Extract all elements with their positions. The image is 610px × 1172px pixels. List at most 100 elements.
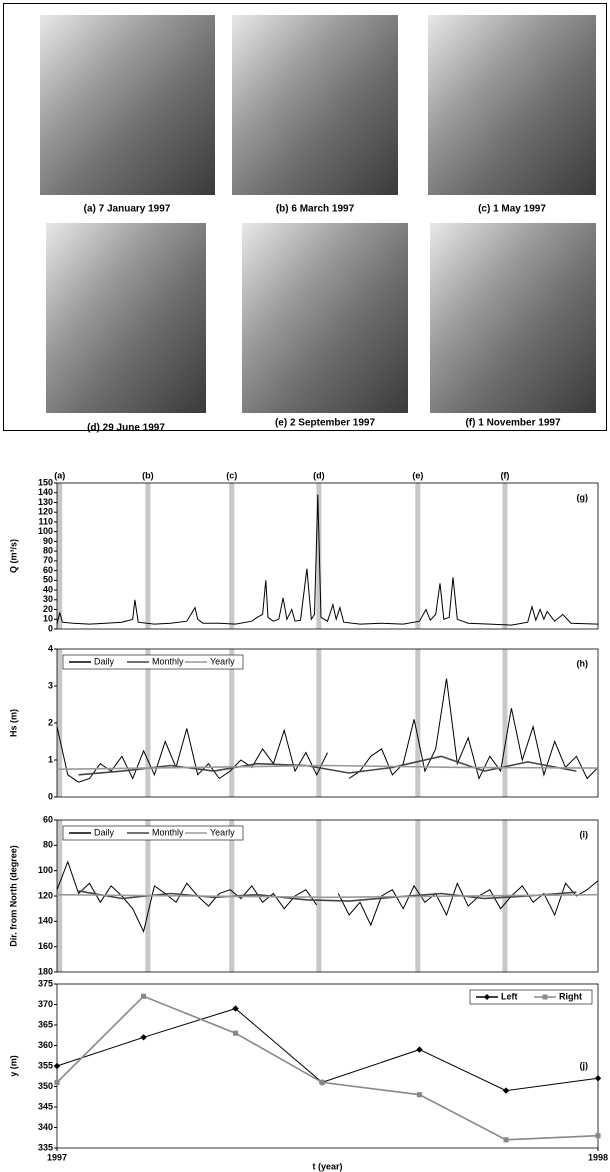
panel-label: (i) — [580, 829, 589, 839]
panel-label: (g) — [577, 492, 589, 502]
x-tick-label: 1997 — [47, 1152, 67, 1162]
y-tick-label: 90 — [43, 536, 53, 546]
series-line — [56, 1008, 599, 1092]
y-tick-label: 350 — [38, 1081, 53, 1091]
y-tick-label: 140 — [38, 916, 53, 926]
legend-box — [62, 825, 244, 841]
event-bar — [57, 483, 63, 629]
series-line — [56, 678, 599, 783]
y-tick-label: 110 — [38, 516, 53, 526]
point — [141, 993, 147, 999]
photo — [46, 223, 206, 413]
legend-box — [469, 989, 593, 1005]
y-axis-title: Dir. from North (degree) — [8, 845, 18, 947]
y-tick-label: 0 — [48, 791, 53, 801]
point — [502, 1087, 510, 1094]
event-bar — [316, 820, 322, 972]
point — [53, 1062, 61, 1070]
event-label: (c) — [226, 470, 237, 480]
legend-label: Daily — [94, 656, 115, 666]
legend-label: Monthly — [152, 656, 184, 666]
event-bar — [145, 649, 151, 797]
panel-label: (h) — [577, 658, 589, 668]
y-tick-label: 60 — [43, 565, 53, 575]
series-line — [56, 494, 599, 626]
y-tick-label: 70 — [43, 555, 53, 565]
event-bar — [415, 483, 421, 629]
point — [319, 1079, 325, 1085]
y-tick-label: 100 — [38, 526, 53, 536]
photo — [428, 15, 596, 195]
y-axis-title: Hs (m) — [8, 709, 18, 737]
event-bar — [316, 649, 322, 797]
photo — [430, 223, 596, 413]
y-tick-label: 355 — [38, 1060, 53, 1070]
point — [140, 1034, 147, 1041]
x-tick-label: 1998 — [588, 1152, 608, 1162]
event-bar — [145, 483, 151, 629]
y-tick-label: 4 — [48, 643, 53, 653]
legend-marker — [542, 994, 548, 1000]
event-label: (a) — [54, 470, 65, 480]
event-label: (b) — [142, 470, 154, 480]
y-tick-label: 375 — [38, 978, 53, 988]
y-tick-label: 3 — [48, 680, 53, 690]
legend-label: Yearly — [210, 827, 235, 837]
point — [416, 1092, 423, 1098]
y-tick-label: 80 — [43, 840, 53, 850]
plot-frame — [56, 482, 599, 630]
series-line — [78, 755, 577, 776]
event-bar — [502, 483, 508, 629]
y-tick-label: 2 — [48, 717, 53, 727]
point — [594, 1075, 602, 1082]
photo-frame — [3, 3, 607, 431]
photo-caption: (e) 2 September 1997 — [275, 418, 375, 429]
photo-caption: (a) 7 January 1997 — [84, 204, 171, 215]
y-tick-label: 340 — [38, 1122, 53, 1132]
y-tick-label: 335 — [38, 1142, 53, 1152]
y-axis-title: Q (m³/s) — [8, 539, 18, 573]
y-tick-label: 140 — [38, 487, 53, 497]
event-bar — [316, 483, 322, 629]
y-tick-label: 150 — [38, 477, 53, 487]
event-bar — [415, 649, 421, 797]
photo — [40, 15, 215, 195]
y-tick-label: 120 — [38, 507, 53, 517]
y-tick-label: 20 — [43, 604, 53, 614]
plot-frame — [56, 648, 599, 798]
legend-label: Right — [559, 991, 582, 1001]
point — [232, 1005, 239, 1012]
y-tick-label: 30 — [43, 594, 53, 604]
legend-label: Left — [501, 991, 518, 1001]
point — [503, 1137, 509, 1143]
y-tick-label: 0 — [48, 623, 53, 633]
legend-label: Yearly — [210, 656, 235, 666]
y-tick-label: 370 — [38, 999, 53, 1009]
point — [416, 1046, 423, 1053]
event-bar — [229, 483, 235, 629]
point — [54, 1079, 60, 1085]
y-tick-label: 40 — [43, 584, 53, 594]
legend-marker — [484, 994, 490, 1000]
series-line — [56, 995, 599, 1141]
x-axis-title: t (year) — [312, 1161, 342, 1171]
event-label: (e) — [412, 470, 423, 480]
photo-caption: (b) 6 March 1997 — [276, 204, 355, 215]
event-label: (f) — [500, 470, 509, 480]
series-line — [78, 890, 577, 902]
y-tick-label: 180 — [38, 966, 53, 976]
event-bar — [57, 649, 63, 797]
y-tick-label: 10 — [43, 614, 53, 624]
photo-caption: (d) 29 June 1997 — [87, 423, 165, 434]
series-line — [56, 893, 599, 899]
y-axis-title: y (m) — [8, 1055, 18, 1077]
event-bar — [229, 649, 235, 797]
point — [232, 1030, 239, 1036]
y-tick-label: 50 — [43, 575, 53, 585]
y-tick-label: 120 — [38, 890, 53, 900]
y-tick-label: 345 — [38, 1101, 53, 1111]
event-bar — [57, 820, 63, 972]
legend-label: Monthly — [152, 827, 184, 837]
event-bar — [502, 649, 508, 797]
